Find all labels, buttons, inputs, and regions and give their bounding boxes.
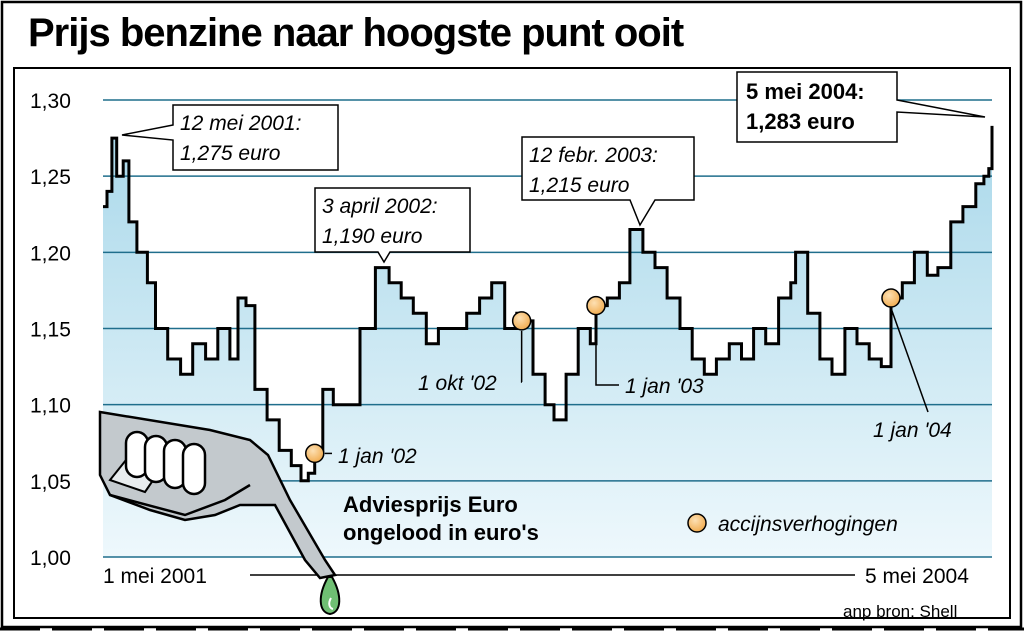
callout-2002: 3 april 2002: 1,190 euro — [314, 187, 471, 264]
y-tick-label: 1,10 — [30, 395, 71, 418]
source-credit: anp bron: Shell — [843, 602, 957, 621]
x-start-label: 1 mei 2001 — [103, 565, 207, 588]
x-end-label: 5 mei 2004 — [865, 565, 969, 588]
excise-marker — [586, 295, 606, 316]
fuel-drop-icon — [319, 576, 341, 616]
callout-2003: 12 febr. 2003: 1,215 euro — [521, 136, 695, 227]
hand-fingers — [124, 430, 207, 496]
y-tick-label: 1,30 — [30, 90, 71, 113]
y-tick-label: 1,20 — [30, 242, 71, 265]
callout-2001-value: 1,275 euro — [180, 142, 281, 165]
callout-2003-value: 1,215 euro — [529, 174, 630, 197]
series-label-line1: Adviesprijs Euro — [343, 492, 518, 517]
y-tick-label: 1,05 — [30, 471, 71, 494]
callout-2003-date: 12 febr. 2003: — [529, 144, 658, 167]
excise-markers: 1 jan '02 1 okt '02 1 jan '03 1 jan '04 — [304, 288, 952, 468]
chart-title: Prijs benzine naar hoogste punt ooit — [28, 11, 684, 55]
excise-marker-label: 1 jan '02 — [338, 445, 417, 468]
callout-2002-value: 1,190 euro — [322, 225, 423, 248]
y-tick-label: 1,15 — [30, 319, 71, 342]
y-tick-label: 1,00 — [30, 547, 71, 570]
price-area — [103, 125, 992, 558]
legend-marker-icon — [687, 513, 707, 533]
fuel-nozzle-illustration — [98, 410, 341, 616]
marker-leader — [595, 315, 619, 386]
callout-2004: 5 mei 2004: 1,283 euro — [736, 71, 986, 143]
callout-2004-value: 1,283 euro — [746, 109, 855, 134]
legend-label: accijnsverhogingen — [718, 513, 898, 536]
callout-2002-date: 3 april 2002: — [322, 195, 438, 218]
excise-marker-label: 1 jan '04 — [873, 419, 952, 442]
excise-marker-label: 1 jan '03 — [625, 375, 704, 398]
y-tick-label: 1,25 — [30, 166, 71, 189]
excise-marker — [511, 311, 532, 331]
price-line — [103, 125, 994, 483]
excise-marker — [881, 288, 901, 308]
excise-marker-label: 1 okt '02 — [418, 372, 497, 395]
callout-2001: 12 mei 2001: 1,275 euro — [121, 104, 339, 171]
series-label-line2: ongelood in euro's — [343, 520, 539, 545]
excise-marker — [304, 443, 325, 464]
y-axis-ticks: 1,30 1,25 1,20 1,15 1,10 1,05 1,00 — [30, 90, 71, 570]
marker-leader — [890, 307, 929, 413]
callout-2001-date: 12 mei 2001: — [180, 112, 301, 135]
callout-2004-date: 5 mei 2004: — [746, 79, 865, 104]
